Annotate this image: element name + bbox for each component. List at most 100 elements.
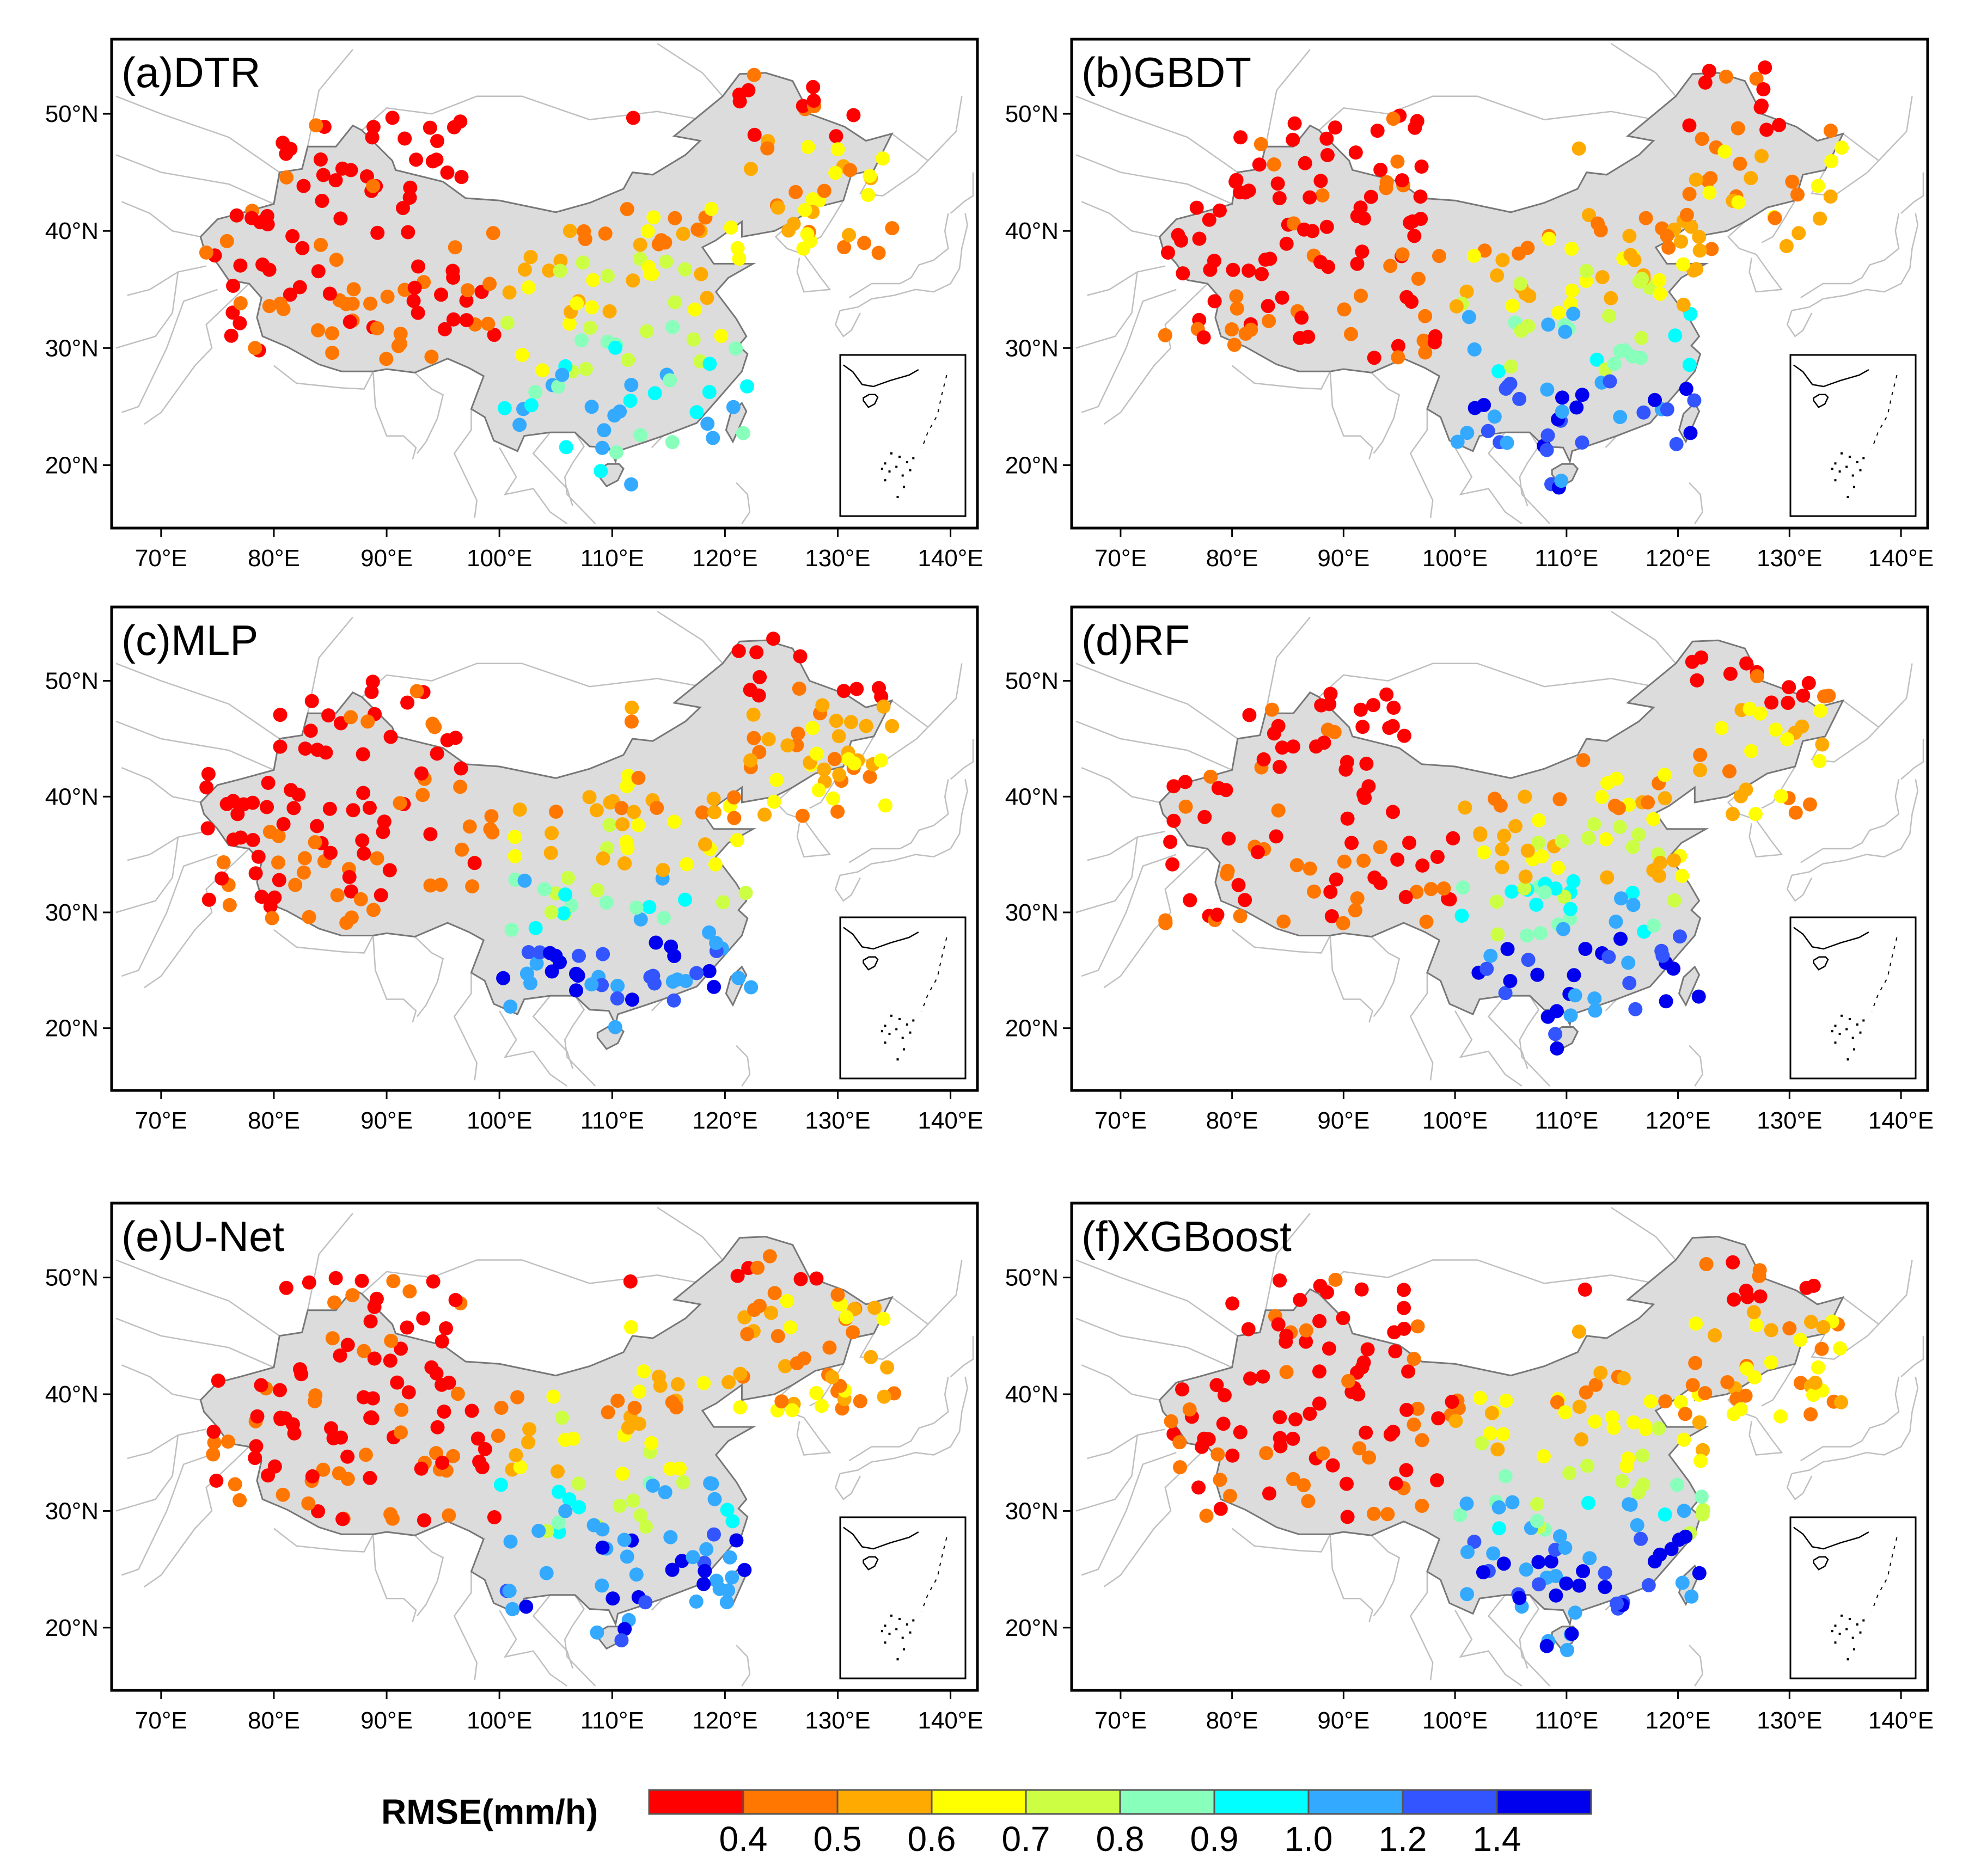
station-point bbox=[1497, 829, 1512, 843]
station-point bbox=[343, 315, 357, 329]
station-point bbox=[1158, 328, 1172, 342]
inset-island bbox=[1856, 461, 1858, 463]
station-point bbox=[1430, 1473, 1444, 1488]
station-point bbox=[625, 700, 639, 715]
station-point bbox=[296, 179, 311, 193]
station-point bbox=[702, 925, 717, 940]
station-point bbox=[1344, 327, 1358, 341]
station-point bbox=[1811, 179, 1825, 193]
station-point bbox=[367, 1351, 382, 1366]
station-point bbox=[284, 783, 298, 798]
inset-island bbox=[1847, 1658, 1849, 1660]
country-border bbox=[1761, 200, 1796, 243]
country-border bbox=[1727, 221, 1757, 255]
inset-island bbox=[890, 1014, 892, 1017]
inset-island bbox=[906, 1623, 908, 1626]
station-point bbox=[553, 955, 567, 970]
country-border bbox=[1689, 482, 1703, 524]
station-point bbox=[322, 286, 337, 301]
inset-island bbox=[884, 462, 886, 465]
station-point bbox=[393, 327, 408, 341]
station-point bbox=[740, 1327, 755, 1341]
station-point bbox=[706, 431, 720, 445]
station-point bbox=[546, 1389, 561, 1404]
station-point bbox=[524, 398, 539, 413]
panel-title: (e)U-Net bbox=[121, 1212, 284, 1260]
station-point bbox=[515, 348, 529, 362]
station-point bbox=[1409, 885, 1424, 899]
station-point bbox=[447, 120, 461, 134]
country-border bbox=[736, 1045, 751, 1087]
x-tick-label: 90°E bbox=[1317, 1107, 1369, 1134]
station-point bbox=[1344, 836, 1359, 850]
colorbar-swatch bbox=[1025, 1789, 1121, 1815]
station-point bbox=[414, 1461, 429, 1476]
station-point bbox=[521, 280, 536, 295]
station-point bbox=[633, 912, 648, 927]
station-point bbox=[842, 228, 857, 242]
country-border bbox=[1371, 1535, 1401, 1617]
station-point bbox=[1518, 869, 1533, 884]
inset-island bbox=[895, 1028, 898, 1031]
station-point bbox=[1495, 253, 1510, 267]
station-point bbox=[623, 394, 638, 408]
station-point bbox=[1532, 1577, 1546, 1592]
station-point bbox=[248, 341, 262, 355]
station-point bbox=[620, 779, 634, 794]
station-point bbox=[780, 738, 795, 753]
station-point bbox=[1258, 252, 1273, 267]
station-point bbox=[1638, 1421, 1653, 1436]
station-point bbox=[448, 731, 463, 745]
station-point bbox=[346, 803, 360, 818]
station-point bbox=[1793, 1333, 1807, 1347]
inset-island bbox=[888, 1633, 891, 1635]
station-point bbox=[551, 1515, 566, 1530]
station-point bbox=[1225, 322, 1239, 336]
inset-hainan bbox=[863, 1556, 879, 1571]
country-border bbox=[115, 154, 274, 205]
station-point bbox=[1256, 1369, 1270, 1384]
station-point bbox=[478, 1442, 492, 1456]
station-point bbox=[519, 966, 534, 981]
country-border bbox=[859, 1312, 940, 1360]
station-point bbox=[1529, 897, 1544, 912]
station-point bbox=[1544, 1554, 1558, 1569]
station-point bbox=[876, 151, 890, 166]
station-point bbox=[1250, 845, 1265, 860]
station-point bbox=[1191, 1480, 1206, 1495]
station-point bbox=[285, 1417, 300, 1432]
station-point bbox=[521, 945, 536, 959]
country-border bbox=[657, 42, 724, 97]
station-point bbox=[339, 916, 354, 930]
x-tick-label: 110°E bbox=[1534, 1107, 1598, 1134]
station-point bbox=[791, 726, 805, 741]
station-point bbox=[569, 983, 583, 998]
station-point bbox=[847, 756, 861, 771]
station-point bbox=[620, 1549, 634, 1564]
station-point bbox=[380, 290, 395, 304]
station-point bbox=[271, 855, 285, 870]
station-point bbox=[760, 141, 775, 156]
station-point bbox=[558, 887, 573, 902]
station-point bbox=[738, 886, 753, 900]
x-tick-label: 130°E bbox=[805, 1707, 870, 1734]
station-point bbox=[1279, 236, 1294, 251]
station-point bbox=[1492, 1521, 1507, 1536]
station-point bbox=[1549, 1004, 1564, 1019]
country-border bbox=[657, 1206, 724, 1261]
station-point bbox=[1271, 803, 1286, 818]
inset-island bbox=[890, 452, 892, 455]
station-point bbox=[617, 1622, 632, 1636]
x-tick-label: 140°E bbox=[918, 545, 983, 572]
station-point bbox=[1587, 991, 1602, 1006]
country-border bbox=[1900, 172, 1924, 214]
station-point bbox=[737, 1310, 752, 1325]
station-point bbox=[1196, 330, 1211, 345]
country-border bbox=[1409, 409, 1434, 518]
station-point bbox=[346, 282, 361, 297]
country-border bbox=[121, 201, 201, 238]
station-point bbox=[615, 817, 630, 832]
station-point bbox=[1739, 1283, 1753, 1298]
country-border bbox=[115, 272, 179, 349]
station-point bbox=[805, 721, 820, 735]
